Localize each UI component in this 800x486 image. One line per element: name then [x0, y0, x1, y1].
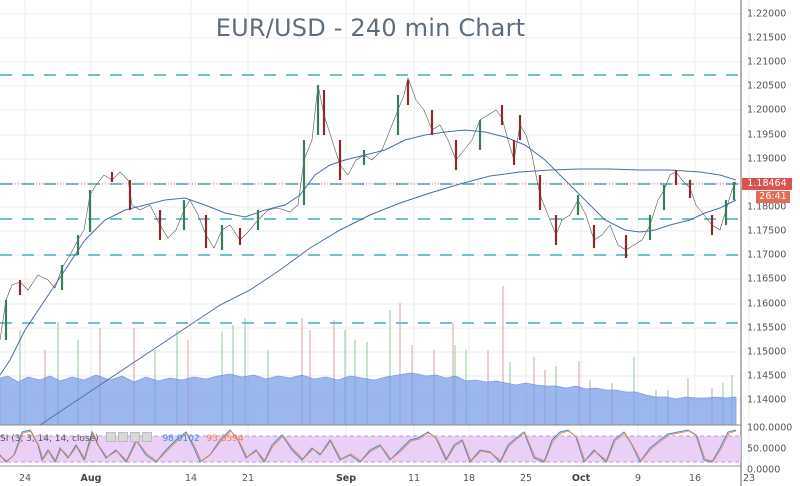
moving-average-slow — [39, 168, 737, 426]
time-axis-label: 23 — [742, 473, 756, 484]
osc-axis-label: 50.0000 — [747, 443, 787, 455]
volume-bars — [0, 286, 737, 426]
oscillator-d-value: 93.5594 — [206, 434, 244, 444]
time-axis-label: 14 — [184, 473, 198, 484]
price-axis-label: 1.20000 — [747, 104, 787, 116]
time-axis-label: 9 — [634, 473, 642, 484]
volume-area — [0, 372, 737, 426]
oscillator-d-line — [0, 430, 737, 463]
horizontal-levels[interactable] — [0, 74, 741, 324]
oscillator-k-value: 98.0102 — [162, 434, 200, 444]
price-axis-label: 1.14000 — [747, 394, 787, 406]
close-icon[interactable] — [141, 432, 152, 442]
price-axis-label: 1.17000 — [747, 249, 787, 261]
current-price-tag: 1.18464 — [742, 178, 792, 190]
time-axis-label: 11 — [407, 473, 421, 484]
oscillator-name: SI (3, 3, 14, 14, close) — [0, 434, 99, 444]
time-axis-label: 18 — [462, 473, 476, 484]
chart-title: EUR/USD - 240 min Chart — [215, 14, 526, 42]
candlesticks — [0, 76, 737, 341]
time-axis-label: Sep — [335, 473, 357, 484]
time-axis-label: 25 — [519, 473, 533, 484]
settings-icon[interactable] — [117, 432, 128, 442]
price-axis-label: 1.22000 — [747, 8, 787, 20]
time-axis-label: 21 — [241, 473, 255, 484]
eye-icon[interactable] — [105, 432, 116, 442]
osc-axis-label: 100.0000 — [747, 422, 793, 434]
price-axis-label: 1.16000 — [747, 298, 787, 310]
price-axis-label: 1.19500 — [747, 129, 787, 141]
price-axis-label: 1.15000 — [747, 346, 787, 358]
price-axis-label: 1.18000 — [747, 201, 787, 213]
price-axis-label: 1.16500 — [747, 273, 787, 285]
oscillator-legend[interactable]: SI (3, 3, 14, 14, close) 98.0102 93.5594 — [0, 432, 244, 445]
price-axis-label: 1.19000 — [747, 153, 787, 165]
time-axis-label: 16 — [688, 473, 702, 484]
time-axis-label: Oct — [571, 473, 591, 484]
price-axis-label: 1.14500 — [747, 370, 787, 382]
price-axis-label: 1.20500 — [747, 80, 787, 92]
time-axis-label: 24 — [18, 473, 32, 484]
price-axis-label: 1.21500 — [747, 32, 787, 44]
oscillator-controls[interactable] — [105, 432, 154, 445]
candle-countdown-tag: 26:41 — [756, 191, 790, 203]
price-axis-label: 1.21000 — [747, 56, 787, 68]
more-icon[interactable] — [129, 432, 140, 442]
time-axis-label: Aug — [80, 473, 102, 484]
price-axis-label: 1.15500 — [747, 322, 787, 334]
price-axis-label: 1.17500 — [747, 225, 787, 237]
osc-axis-label: 0.0000 — [747, 464, 781, 476]
